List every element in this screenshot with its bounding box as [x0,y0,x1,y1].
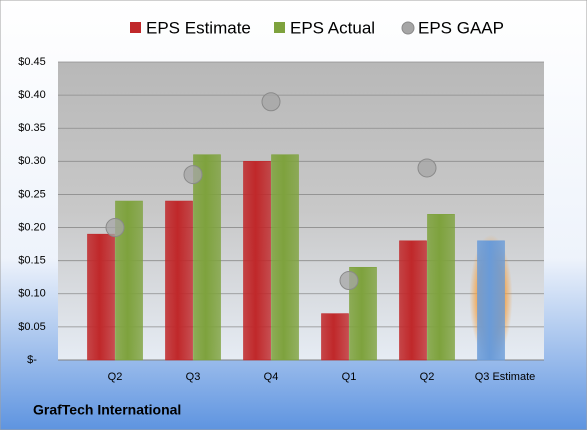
x-tick-label: Q3 Estimate [475,371,536,383]
y-tick-label: $0.35 [18,122,46,134]
gaap-point [105,218,125,238]
y-tick-label: $0.30 [18,155,46,167]
bar [243,161,271,361]
y-tick-label: $0.45 [18,56,46,68]
bar [427,214,455,361]
gaap-point [417,158,437,178]
y-tick-label: $0.05 [18,321,46,333]
y-tick-label: $- [27,354,37,366]
footer: GrafTech International [33,402,181,418]
legend-marker [130,22,141,33]
x-tick-label: Q1 [342,371,357,383]
x-tick-label: Q4 [264,371,279,383]
x-tick-label: Q2 [108,371,123,383]
bar [321,313,349,361]
x-tick-label: Q3 [186,371,201,383]
bar [399,240,427,361]
bar [271,154,299,361]
bar [477,240,505,361]
legend-label: EPS GAAP [418,18,504,37]
legend-label: EPS Estimate [146,18,251,37]
y-tick-label: $0.40 [18,89,46,101]
y-tick-label: $0.15 [18,255,46,267]
gaap-point [183,165,203,185]
y-tick-label: $0.20 [18,221,46,233]
x-tick-label: Q2 [420,371,435,383]
gaap-point [261,92,281,112]
y-tick-label: $0.10 [18,288,46,300]
bar [87,233,115,361]
legend-label: EPS Actual [290,18,375,37]
gaap-point [339,271,359,291]
legend-marker [274,22,285,33]
y-tick-label: $0.25 [18,188,46,200]
bar [165,200,193,361]
bar [193,154,221,361]
legend-marker [401,21,415,35]
